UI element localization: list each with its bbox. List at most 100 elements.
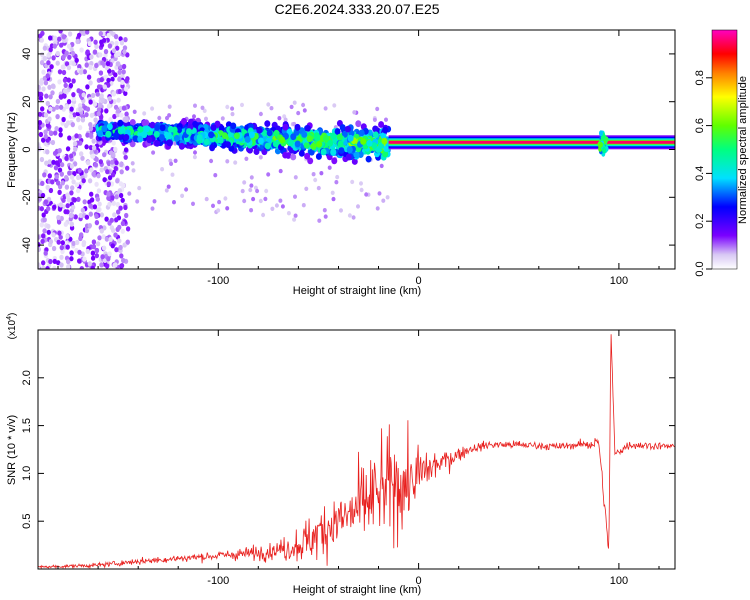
heatmap-cell — [55, 98, 61, 104]
heatmap-cell — [125, 239, 130, 245]
heatmap-cell — [106, 191, 111, 197]
heatmap-cell — [66, 264, 71, 269]
heatmap-cell — [125, 226, 131, 232]
heatmap-cell — [106, 123, 113, 131]
heatmap-cell — [102, 257, 108, 263]
heatmap-cell — [154, 124, 161, 131]
heatmap-cell — [172, 200, 176, 205]
heatmap-cell — [104, 216, 109, 222]
heatmap-cell — [273, 129, 280, 137]
heatmap-cell — [266, 172, 271, 177]
heatmap-cell — [272, 140, 279, 148]
heatmap-cell — [89, 112, 95, 118]
heatmap-cell — [52, 35, 58, 41]
heatmap-cell — [319, 171, 324, 176]
heatmap-cell — [109, 217, 114, 223]
heatmap-cell — [115, 108, 121, 114]
heatmap-cell — [100, 60, 105, 66]
heatmap-cell — [167, 125, 174, 133]
heatmap-cell — [62, 88, 68, 94]
heatmap-cell — [193, 103, 197, 108]
heatmap-cell — [113, 165, 119, 172]
heatmap-cell — [114, 40, 119, 46]
heatmap-cell — [91, 239, 97, 245]
heatmap-cell — [293, 175, 298, 180]
heatmap-cell — [55, 114, 60, 120]
heatmap-cell — [93, 162, 99, 168]
heatmap-cell — [88, 126, 94, 132]
heatmap-cell — [261, 212, 266, 218]
heatmap-cell — [69, 256, 74, 262]
heatmap-cell — [164, 188, 169, 193]
heatmap-cell — [45, 73, 50, 79]
heatmap-cell — [51, 159, 56, 165]
heatmap-cell — [192, 120, 199, 128]
heatmap-cell — [117, 188, 123, 194]
heatmap-cell — [61, 93, 66, 99]
heatmap-cell — [216, 208, 221, 213]
heatmap-cell — [48, 106, 53, 112]
heatmap-cell — [167, 104, 172, 109]
heatmap-cell — [263, 196, 268, 202]
heatmap-cell — [388, 140, 675, 144]
heatmap-cell — [375, 106, 380, 112]
heatmap-cell — [107, 43, 113, 49]
heatmap-cell — [286, 211, 291, 216]
heatmap-cell — [58, 202, 64, 208]
heatmap-cell — [78, 212, 84, 218]
heatmap-cell — [253, 148, 260, 156]
heatmap-cell — [85, 106, 91, 112]
heatmap-cell — [69, 163, 75, 169]
heatmap-cell — [220, 116, 225, 121]
heatmap-cell — [76, 174, 81, 181]
heatmap-cell — [70, 122, 76, 128]
heatmap-cell — [99, 167, 104, 173]
heatmap-cell — [51, 232, 56, 238]
heatmap-cell — [123, 154, 128, 160]
heatmap-cell — [38, 84, 41, 90]
heatmap-cell — [59, 262, 64, 268]
heatmap-cell — [110, 227, 116, 233]
heatmap-cell — [110, 76, 115, 82]
heatmap-cell — [71, 240, 76, 246]
heatmap-cell — [39, 206, 44, 212]
heatmap-cell — [264, 142, 271, 150]
heatmap-cell — [107, 175, 113, 181]
heatmap-cell — [76, 196, 81, 202]
heatmap-cell — [69, 250, 74, 256]
heatmap-cell — [61, 116, 66, 123]
heatmap-cell — [304, 124, 311, 132]
heatmap-cell — [604, 136, 609, 143]
heatmap-cell — [131, 168, 136, 173]
heatmap-cell — [38, 120, 43, 126]
heatmap-cell — [331, 196, 336, 202]
heatmap-cell — [88, 80, 93, 86]
heatmap-cell — [274, 203, 279, 208]
heatmap-cell — [282, 151, 289, 159]
heatmap-cell — [71, 96, 77, 102]
heatmap-cell — [99, 77, 104, 83]
heatmap-cell — [313, 177, 318, 183]
heatmap-cell — [54, 174, 59, 180]
heatmap-cell — [85, 30, 90, 35]
heatmap-cell — [302, 108, 307, 113]
heatmap-cell — [97, 201, 102, 207]
heatmap-cell — [38, 111, 43, 117]
heatmap-cell — [294, 140, 301, 148]
heatmap-cell — [310, 143, 317, 150]
heatmap-cell — [57, 189, 62, 195]
heatmap-cell — [244, 136, 251, 143]
heatmap-cell — [64, 184, 70, 190]
heatmap-cell — [225, 206, 230, 211]
heatmap-cell — [41, 265, 46, 269]
heatmap-cell — [111, 200, 117, 206]
heatmap-cell — [48, 35, 53, 41]
heatmap-cell — [347, 134, 354, 142]
heatmap-cell — [108, 150, 114, 156]
heatmap-cell — [38, 146, 42, 152]
heatmap-cell — [48, 130, 54, 136]
heatmap-cell — [124, 111, 129, 117]
heatmap-cell — [47, 84, 52, 90]
heatmap-cell — [78, 69, 84, 75]
heatmap-cell — [87, 178, 93, 184]
